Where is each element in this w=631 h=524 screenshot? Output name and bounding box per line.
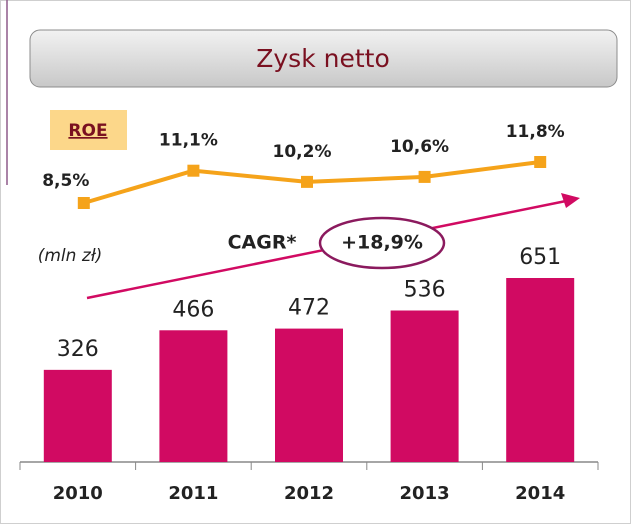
bar	[390, 310, 459, 462]
title-box	[29, 29, 618, 88]
x-tick-label: 2012	[284, 483, 334, 504]
roe-value-label: 8,5%	[42, 171, 89, 191]
bar-value-label: 466	[172, 297, 214, 322]
bar	[506, 278, 575, 462]
annotation: +18,9%	[341, 232, 423, 254]
roe-value-label: 10,6%	[390, 137, 449, 157]
bar	[43, 369, 112, 462]
cagr-arrowhead	[561, 193, 580, 208]
unit-label: (mln zł)	[38, 246, 103, 266]
chart-title: Zysk netto	[256, 44, 390, 73]
roe-value-label: 10,2%	[273, 142, 332, 162]
roe-value-label: 11,1%	[159, 131, 218, 151]
bar	[159, 330, 228, 462]
x-tick-label: 2010	[53, 483, 103, 504]
bar	[275, 328, 343, 462]
roe-value-label: 11,8%	[506, 122, 565, 142]
bar-value-label: 651	[519, 245, 561, 270]
roe-marker	[301, 175, 313, 188]
roe-marker	[534, 156, 547, 168]
roe-marker	[187, 164, 200, 177]
roe-marker	[418, 170, 431, 183]
annotation: CAGR*	[228, 232, 297, 254]
bar-value-label: 536	[404, 278, 446, 303]
x-tick-label: 2011	[168, 483, 218, 504]
legend-label: ROE	[68, 121, 107, 141]
x-tick-label: 2013	[400, 483, 450, 504]
roe-marker	[77, 197, 90, 209]
legend-box	[50, 110, 127, 150]
bar-value-label: 326	[57, 337, 99, 362]
bar-value-label: 472	[288, 296, 330, 321]
cagr-ellipse	[318, 216, 446, 270]
x-tick-label: 2014	[515, 483, 565, 504]
